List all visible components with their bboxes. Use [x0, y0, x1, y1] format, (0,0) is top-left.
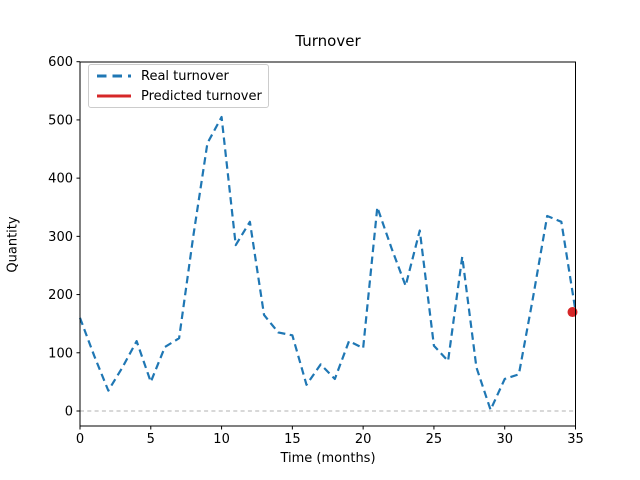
real-turnover-line — [78, 115, 577, 411]
legend-label: Real turnover — [141, 68, 229, 84]
y-tick-label: 400 — [48, 172, 73, 187]
y-tick-label: 500 — [48, 113, 73, 128]
y-tick-label: 0 — [65, 405, 73, 420]
y-tick-label: 300 — [48, 230, 73, 245]
x-tick-label: 30 — [496, 432, 513, 447]
x-axis-label: Time (months) — [280, 451, 376, 466]
legend-item-predicted-turnover: Predicted turnover — [97, 87, 268, 105]
x-tick-label: 20 — [355, 432, 372, 447]
x-tick-label: 10 — [213, 432, 230, 447]
legend-label: Predicted turnover — [141, 88, 262, 104]
legend-item-real-turnover: Real turnover — [97, 67, 268, 85]
x-tick-label: 35 — [567, 432, 584, 447]
axes-spines — [79, 61, 576, 427]
x-tick-label: 25 — [426, 432, 443, 447]
solid-line-swatch-icon — [97, 94, 131, 98]
legend: Real turnover Predicted turnover — [88, 64, 269, 108]
x-tick-label: 15 — [284, 432, 301, 447]
chart-title: Turnover — [295, 32, 361, 50]
y-tick-label: 200 — [48, 288, 73, 303]
y-tick-label: 100 — [48, 346, 73, 361]
y-tick-label: 600 — [48, 55, 73, 70]
x-tick-label: 0 — [76, 432, 84, 447]
x-tick-label: 5 — [147, 432, 155, 447]
dashed-line-swatch-icon — [97, 74, 131, 78]
y-axis-label: Quantity — [5, 216, 21, 273]
